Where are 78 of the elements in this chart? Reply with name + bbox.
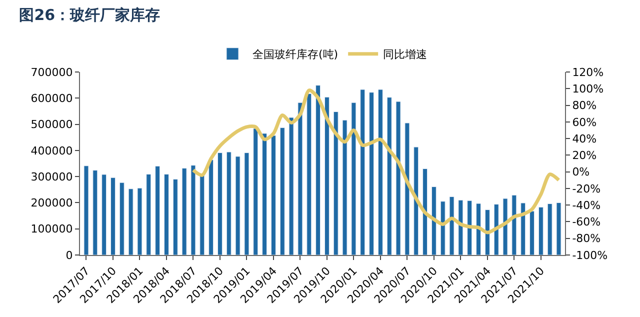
bar xyxy=(244,152,250,255)
y2-tick-label: 100% xyxy=(572,82,604,96)
y2-tick-label: 80% xyxy=(572,99,597,112)
bar xyxy=(164,174,169,255)
bar xyxy=(200,175,205,255)
bar xyxy=(520,202,526,255)
bar xyxy=(316,85,321,255)
bar xyxy=(467,200,472,255)
y-tick-label: 600000 xyxy=(30,92,73,105)
bar xyxy=(253,128,258,255)
bar xyxy=(476,203,481,255)
bar xyxy=(208,160,214,255)
bar xyxy=(288,117,294,255)
bar xyxy=(351,102,356,255)
bar xyxy=(440,201,446,255)
bar xyxy=(155,166,160,255)
bar xyxy=(226,152,232,255)
bar xyxy=(386,97,392,255)
bar xyxy=(502,198,508,255)
bar xyxy=(547,204,552,255)
bar xyxy=(369,92,374,255)
bar xyxy=(342,120,348,255)
bar xyxy=(146,174,152,255)
bar xyxy=(84,166,89,255)
y2-tick-label: 60% xyxy=(572,116,597,129)
bar xyxy=(414,146,419,255)
bar xyxy=(324,96,330,255)
y2-tick-label: -40% xyxy=(572,198,601,212)
y2-tick-label: -100% xyxy=(572,248,608,262)
chart-title: 图26：玻纤厂家库存 xyxy=(19,6,160,24)
bar xyxy=(512,194,517,255)
bar xyxy=(556,202,562,255)
bar xyxy=(262,133,268,255)
bar xyxy=(538,206,544,255)
bar xyxy=(396,101,401,255)
y2-tick-label: -20% xyxy=(572,182,601,196)
bar xyxy=(137,188,142,255)
bar xyxy=(298,102,303,255)
bar xyxy=(92,170,98,255)
bar xyxy=(378,89,383,255)
y2-tick-label: 40% xyxy=(572,132,597,146)
bar xyxy=(190,165,196,255)
bar xyxy=(449,196,454,255)
y-tick-label: 700000 xyxy=(30,66,73,79)
y-tick-label: 500000 xyxy=(30,118,73,132)
bar xyxy=(217,152,222,255)
bar xyxy=(404,122,410,255)
y-tick-label: 400000 xyxy=(30,144,73,158)
y2-tick-label: 0% xyxy=(572,166,590,179)
bar xyxy=(280,127,285,255)
y-tick-label: 300000 xyxy=(30,170,73,184)
bar xyxy=(102,174,107,255)
bar xyxy=(530,210,534,255)
y2-tick-label: 120% xyxy=(572,66,604,79)
bar xyxy=(119,182,124,255)
y2-tick-label: 20% xyxy=(572,149,597,162)
bar xyxy=(172,178,178,255)
bar xyxy=(333,111,338,255)
bar xyxy=(306,93,312,255)
y-tick-label: 0 xyxy=(66,248,73,262)
bar xyxy=(494,204,499,255)
y-tick-label: 100000 xyxy=(30,222,73,236)
y2-tick-label: -60% xyxy=(572,216,601,229)
bar xyxy=(182,168,187,255)
bar xyxy=(360,89,366,255)
line-series xyxy=(191,88,561,234)
y-tick-label: 200000 xyxy=(30,196,73,210)
y2-tick-label: -80% xyxy=(572,232,601,246)
bar xyxy=(128,188,134,255)
bar xyxy=(110,177,116,255)
bar xyxy=(422,168,428,255)
bar xyxy=(270,135,276,255)
bar xyxy=(431,186,436,255)
legend-label: 全国玻纤库存(吨) xyxy=(252,48,338,62)
bar xyxy=(235,156,240,255)
bar xyxy=(484,210,490,255)
bar xyxy=(458,200,464,255)
legend-label: 同比增速 xyxy=(383,48,428,62)
